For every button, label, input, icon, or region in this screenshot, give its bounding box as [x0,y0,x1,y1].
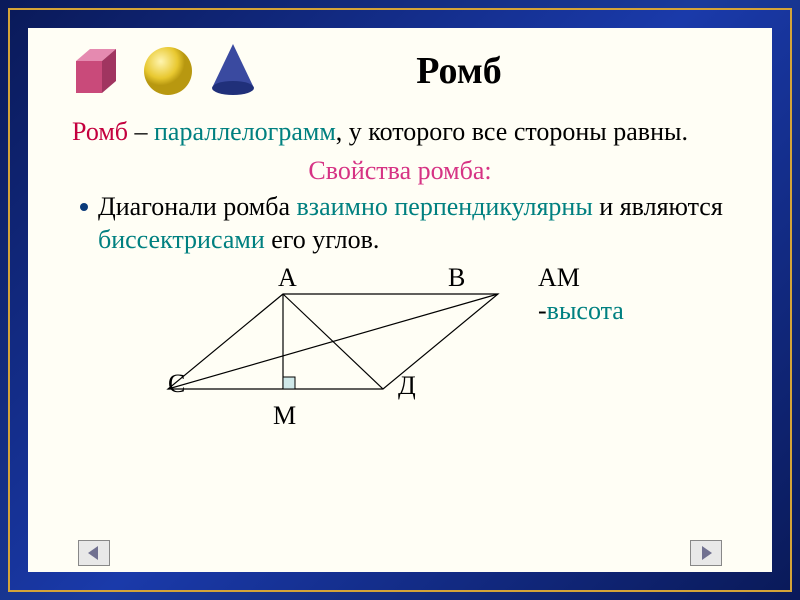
property-bullet: Диагонали ромба взаимно перпендикулярны … [80,191,732,256]
body-text: Ромб – параллелограмм, у которого все ст… [68,116,732,454]
properties-heading: Свойства ромба: [68,155,732,188]
chevron-left-icon [84,544,104,562]
definition-line: Ромб – параллелограмм, у которого все ст… [72,116,732,149]
header-row: Ромб [68,40,732,102]
slide-outer-frame: Ромб Ромб – параллелограмм, у которого в… [8,8,792,592]
bullet-text: Диагонали ромба взаимно перпендикулярны … [98,191,732,256]
term-parallelogram: параллелограмм [154,117,336,146]
slide-content: Ромб Ромб – параллелограмм, у которого в… [28,28,772,572]
bullet-icon [80,203,88,211]
page-title: Ромб [186,49,732,93]
cube-icon [68,43,128,99]
parallelogram-svg [108,264,668,454]
chevron-right-icon [696,544,716,562]
diagram: А В АМ -высота С Д М [108,264,668,454]
prev-button[interactable] [78,540,110,566]
term-rhombus: Ромб [72,117,128,146]
next-button[interactable] [690,540,722,566]
